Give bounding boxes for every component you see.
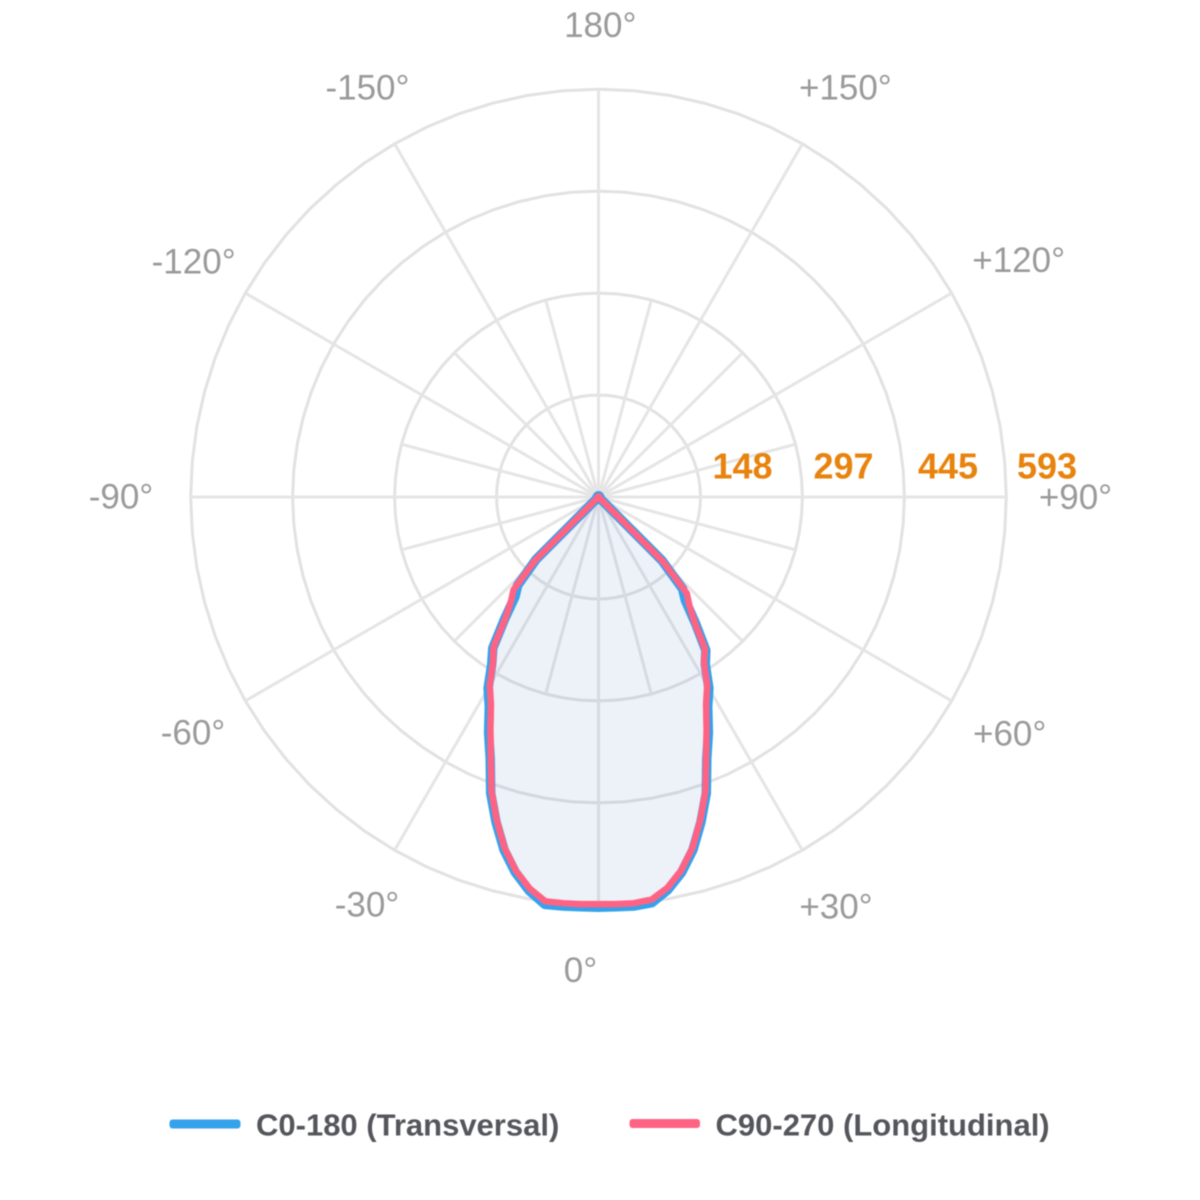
svg-text:+150°: +150°	[799, 69, 892, 108]
svg-text:-60°: -60°	[161, 714, 226, 753]
svg-text:C90-270 (Longitudinal): C90-270 (Longitudinal)	[716, 1108, 1050, 1143]
svg-text:+60°: +60°	[973, 715, 1046, 754]
svg-text:+30°: +30°	[799, 888, 872, 927]
svg-text:+90°: +90°	[1039, 478, 1112, 517]
svg-text:+120°: +120°	[972, 241, 1065, 280]
svg-text:-30°: -30°	[335, 886, 400, 925]
svg-text:148: 148	[712, 446, 772, 487]
svg-text:593: 593	[1017, 446, 1077, 487]
svg-text:-150°: -150°	[325, 69, 409, 108]
svg-text:180°: 180°	[564, 6, 636, 45]
svg-text:0°: 0°	[564, 951, 597, 990]
svg-text:-90°: -90°	[89, 478, 154, 517]
svg-text:297: 297	[813, 446, 873, 487]
svg-text:C0-180 (Transversal): C0-180 (Transversal)	[256, 1108, 559, 1143]
svg-text:445: 445	[918, 446, 978, 487]
svg-text:-120°: -120°	[152, 243, 236, 282]
